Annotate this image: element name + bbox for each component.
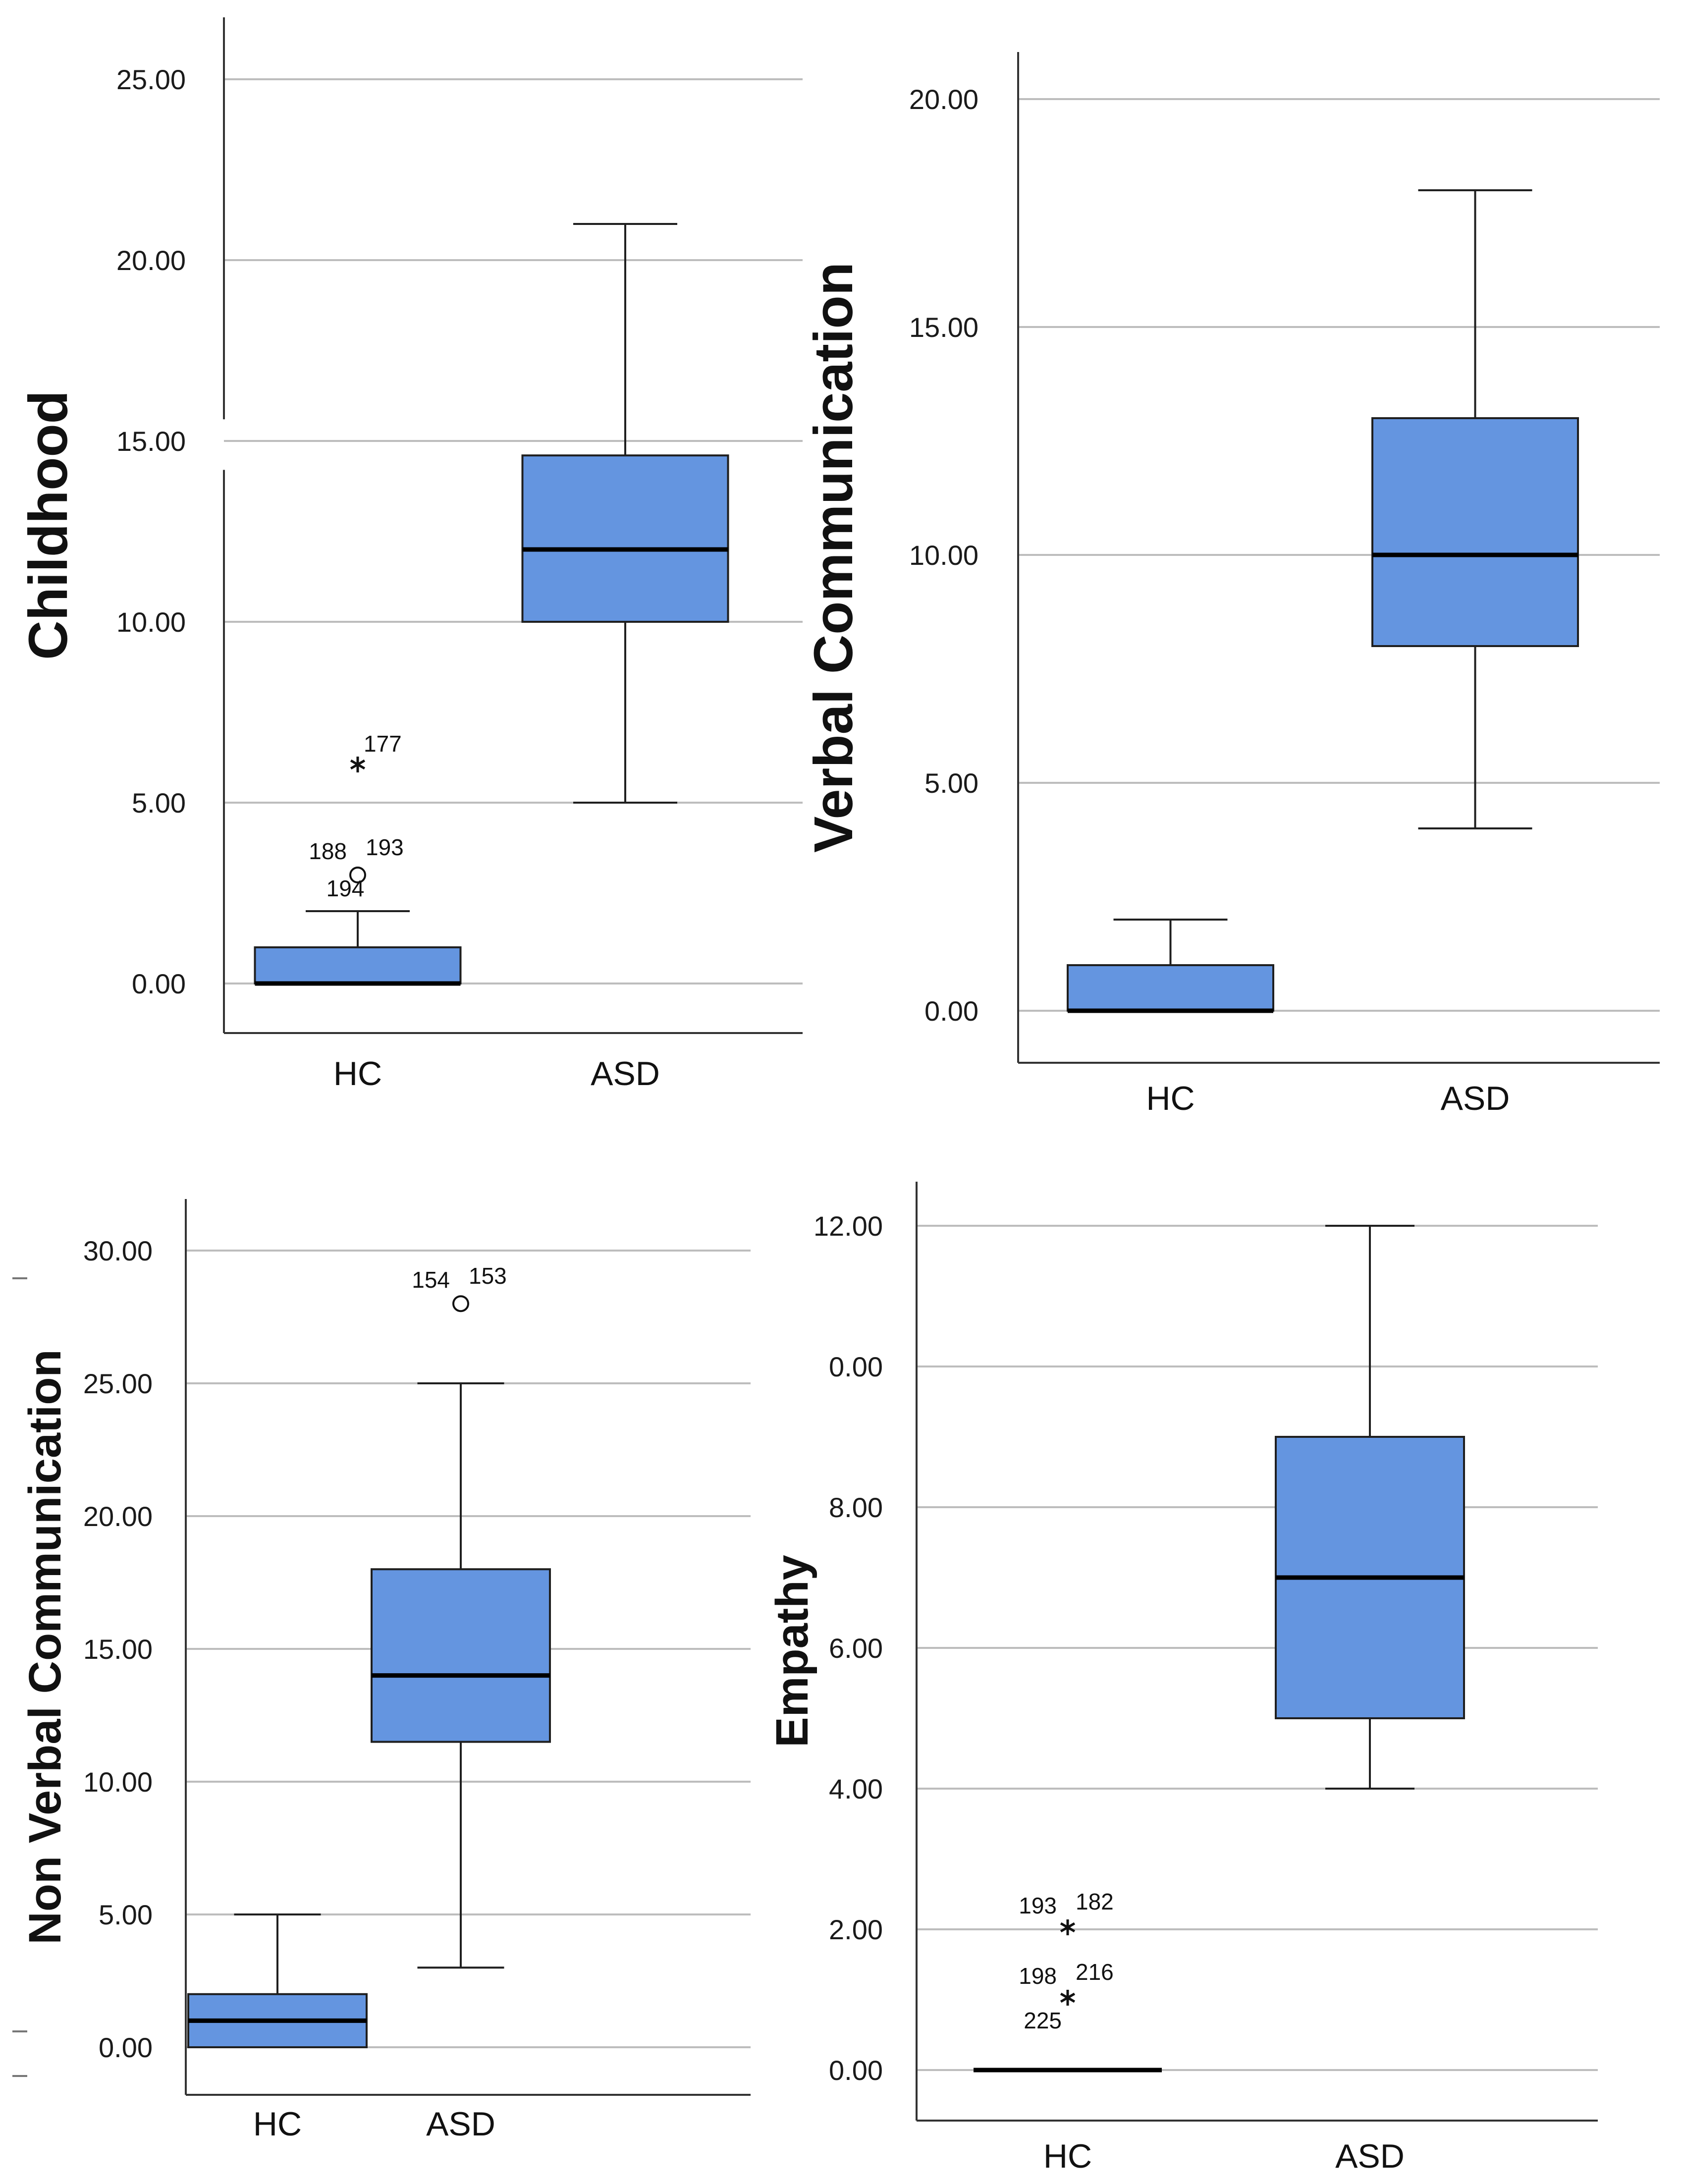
outlier-label: 177 xyxy=(364,731,402,757)
y-tick-label: 5.00 xyxy=(99,1899,153,1930)
y-tick-label: 2.00 xyxy=(829,1914,883,1945)
x-category-label: HC xyxy=(253,2105,302,2143)
outlier-label: 154 xyxy=(412,1267,450,1293)
y-tick-label: 0.00 xyxy=(99,2032,153,2063)
outlier-star xyxy=(350,757,366,772)
box-hc xyxy=(1067,964,1274,1012)
outlier-label: 216 xyxy=(1076,1959,1114,1985)
y-axis-title: Childhood xyxy=(18,390,79,660)
y-axis-title: Empathy xyxy=(767,1555,817,1747)
y-tick-label: 20.00 xyxy=(83,1501,153,1532)
y-tick-label: 20.00 xyxy=(909,84,978,115)
outlier-label: 198 xyxy=(1019,1963,1057,1989)
x-category-label: ASD xyxy=(591,1055,660,1092)
empathy-chart: 0.00 2.00 4.00 6.00 8.00 0.00 12.00 HC ASD Empath… xyxy=(767,1182,1598,2175)
y-tick-label: 0.00 xyxy=(924,995,978,1027)
y-tick-label: 25.00 xyxy=(83,1368,153,1399)
y-tick-label: 4.00 xyxy=(829,1773,883,1804)
y-tick-label: 10.00 xyxy=(83,1766,153,1798)
y-tick-label: 5.00 xyxy=(132,787,186,819)
box-asd xyxy=(1371,417,1579,647)
outlier-circle xyxy=(452,1295,469,1312)
outlier-label: 153 xyxy=(469,1263,507,1289)
outlier-label: 194 xyxy=(326,875,365,901)
outlier-label: 193 xyxy=(1019,1893,1057,1918)
box-asd xyxy=(371,1568,551,1743)
y-tick-label: 25.00 xyxy=(116,64,186,95)
box-asd xyxy=(521,454,729,623)
y-tick-label: 30.00 xyxy=(83,1235,153,1266)
y-tick-label: 0.00 xyxy=(829,1351,883,1382)
x-category-label: HC xyxy=(1043,2137,1092,2175)
y-tick-label: 20.00 xyxy=(116,245,186,276)
y-tick-label: 10.00 xyxy=(116,606,186,638)
x-category-label: HC xyxy=(333,1055,382,1092)
y-tick-label: 15.00 xyxy=(83,1634,153,1665)
y-tick-label: 15.00 xyxy=(116,426,186,457)
y-tick-label: 0.00 xyxy=(829,2055,883,2086)
y-tick-label: 12.00 xyxy=(814,1210,883,1242)
childhood-chart: 0.00 5.00 10.00 15.00 20.00 25.00 HC ASD Childho… xyxy=(18,17,803,1092)
y-axis-title: Verbal Communication xyxy=(803,262,864,853)
y-axis-title: Non Verbal Communication xyxy=(20,1349,70,1944)
y-tick-label: 6.00 xyxy=(829,1633,883,1664)
nonverbal-communication-chart: 0.00 5.00 10.00 15.00 20.00 25.00 30.00 HC ASD No… xyxy=(12,1199,751,2143)
y-tick-label: 15.00 xyxy=(909,312,978,343)
outlier-label: 225 xyxy=(1024,2008,1062,2033)
x-category-label: ASD xyxy=(1335,2137,1405,2175)
x-category-label: ASD xyxy=(426,2105,495,2143)
y-tick-label: 10.00 xyxy=(909,540,978,571)
outlier-label: 182 xyxy=(1076,1889,1114,1914)
outlier-label: 193 xyxy=(366,834,404,860)
outlier-label: 188 xyxy=(309,838,347,864)
x-category-label: HC xyxy=(1146,1080,1195,1117)
x-category-label: ASD xyxy=(1441,1080,1510,1117)
outlier-star xyxy=(1060,1919,1076,1935)
y-tick-label: 5.00 xyxy=(924,767,978,799)
verbal-communication-chart: 0.00 5.00 10.00 15.00 20.00 HC ASD Verbal Commu… xyxy=(803,52,1660,1117)
outlier-star xyxy=(1060,1990,1076,2006)
y-tick-label: 8.00 xyxy=(829,1492,883,1523)
y-tick-label: 0.00 xyxy=(132,968,186,999)
box-hc xyxy=(254,946,462,984)
outlier-circle xyxy=(349,867,366,883)
